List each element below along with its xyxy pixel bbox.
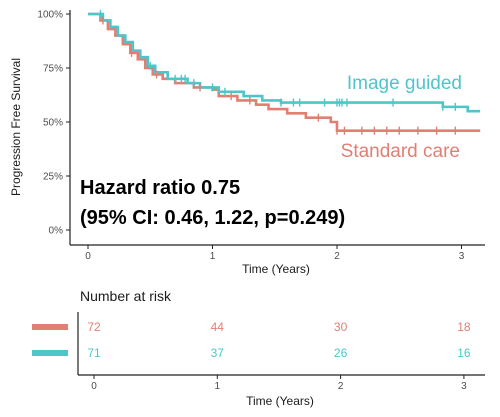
risk-x-tick-label: 1 [215,381,221,392]
x-tick-label: 0 [85,251,91,262]
risk-count: 26 [334,346,348,360]
y-tick-label: 0% [49,226,64,237]
risk-count: 37 [211,346,225,360]
risk-count: 30 [334,320,348,334]
series-label-image-guided: Image guided [347,73,462,94]
y-tick-label: 50% [43,118,63,129]
y-tick-label: 75% [43,64,63,75]
hazard-ratio-line2: (95% CI: 0.46, 1.22, p=0.249) [80,207,345,229]
risk-count: 16 [457,346,471,360]
risk-count: 71 [87,346,101,360]
hazard-ratio-line1: Hazard ratio 0.75 [80,177,240,199]
risk-count: 18 [457,320,471,334]
risk-x-tick-label: 3 [461,381,467,392]
risk-x-tick-label: 2 [338,381,344,392]
x-tick-label: 3 [459,251,465,262]
y-axis-title: Progression Free Survival [9,58,23,196]
risk-count: 72 [87,320,101,334]
y-tick-label: 25% [43,172,63,183]
risk-count: 44 [211,320,225,334]
x-tick-label: 1 [210,251,216,262]
x-tick-label: 2 [334,251,340,262]
risk-x-tick-label: 0 [91,381,97,392]
y-tick-label: 100% [37,10,63,21]
risk-table-x-axis-title: Time (Years) [246,394,314,408]
x-axis-title: Time (Years) [242,262,310,276]
risk-table-title: Number at risk [80,288,172,304]
km-curve-image-guided [88,12,481,113]
series-label-standard-care: Standard care [341,141,460,162]
